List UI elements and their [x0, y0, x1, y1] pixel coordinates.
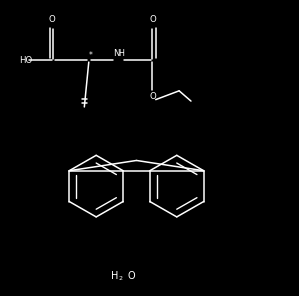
Text: O: O: [149, 92, 156, 101]
Text: H: H: [118, 49, 124, 58]
Text: HO: HO: [19, 56, 32, 65]
Text: N: N: [113, 49, 120, 58]
Text: O: O: [127, 271, 135, 281]
Text: H: H: [111, 271, 118, 281]
Text: O: O: [150, 15, 156, 24]
Text: 2: 2: [118, 276, 122, 281]
Text: *: *: [89, 51, 92, 59]
Text: O: O: [48, 15, 55, 24]
